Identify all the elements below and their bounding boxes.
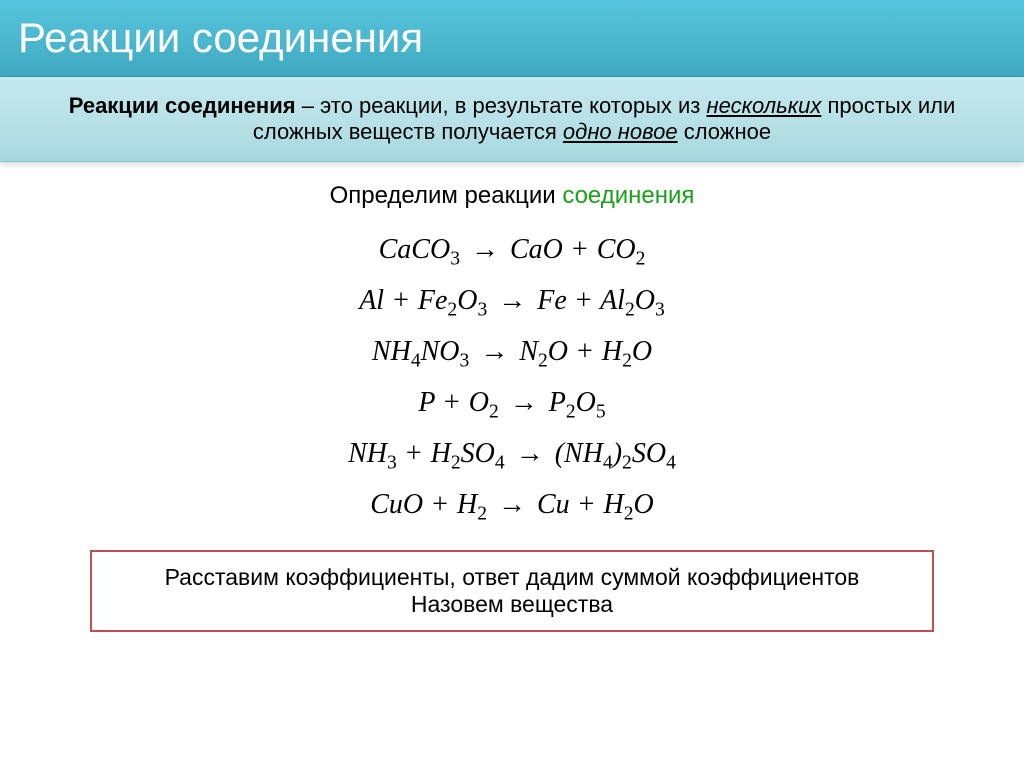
subtitle-text: Определим реакции <box>330 182 563 209</box>
subtitle: Определим реакции соединения <box>40 182 984 210</box>
equation-5: NH3 + H2SO4 → (NH4)2SO4 <box>40 432 984 479</box>
equation-4: P + O2 → P2O5 <box>40 381 984 428</box>
equation-1: CaCO3 → CaO + CO2 <box>40 228 984 275</box>
definition-underline1: нескольких <box>707 93 822 118</box>
definition-underline2: одно новое <box>563 119 678 144</box>
content-area: Определим реакции соединения CaCO3 → CaO… <box>0 162 1024 642</box>
page-title: Реакции соединения <box>18 14 1006 62</box>
task-line1: Расставим коэффициенты, ответ дадим сумм… <box>112 564 912 591</box>
definition-text1: – это реакции, в результате которых из <box>296 93 707 118</box>
definition-text3: сложное <box>678 119 772 144</box>
title-bar: Реакции соединения <box>0 0 1024 77</box>
equations-block: CaCO3 → CaO + CO2 Al + Fe2O3 → Fe + Al2O… <box>40 228 984 530</box>
task-box: Расставим коэффициенты, ответ дадим сумм… <box>90 550 934 632</box>
equation-2: Al + Fe2O3 → Fe + Al2O3 <box>40 279 984 326</box>
equation-6: CuO + H2 → Cu + H2O <box>40 483 984 530</box>
equation-3: NH4NO3 → N2O + H2O <box>40 330 984 377</box>
definition-bold: Реакции соединения <box>69 93 296 118</box>
definition-bar: Реакции соединения – это реакции, в резу… <box>0 77 1024 162</box>
task-line2: Назовем вещества <box>112 591 912 618</box>
subtitle-green: соединения <box>562 182 694 209</box>
